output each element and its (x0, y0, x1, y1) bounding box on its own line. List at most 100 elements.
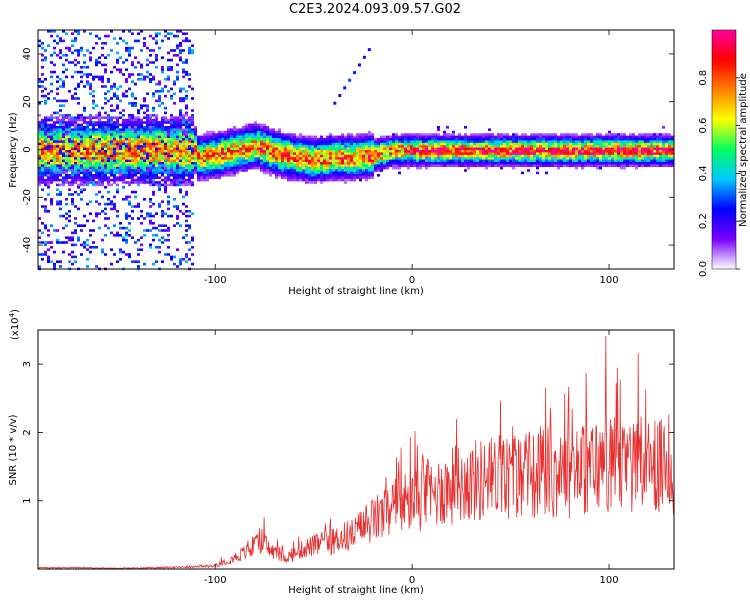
heatmap-cell (179, 164, 182, 167)
heatmap-cell (395, 157, 398, 160)
heatmap-cell (662, 162, 665, 165)
heatmap-cell (176, 116, 179, 119)
heatmap-cell (233, 147, 236, 151)
heatmap-cell (62, 178, 65, 182)
heatmap-cell (158, 171, 161, 175)
heatmap-cell (98, 181, 101, 184)
heatmap-cell (257, 140, 260, 143)
heatmap-cell (374, 169, 377, 172)
heatmap-cell (275, 169, 278, 172)
heatmap-cell (176, 157, 179, 160)
heatmap-cell (641, 150, 644, 153)
heatmap-cell (332, 150, 335, 153)
heatmap-cell (605, 152, 608, 155)
heatmap-cell (83, 181, 86, 184)
heatmap-cell (512, 166, 515, 170)
heatmap-cell (269, 154, 272, 158)
heatmap-cell (380, 164, 383, 167)
heatmap-cell (326, 174, 329, 177)
heatmap-cell (425, 164, 428, 167)
heatmap-cell (254, 166, 257, 170)
heatmap-cell (536, 147, 539, 151)
heatmap-cell (86, 123, 89, 127)
heatmap-cell (188, 128, 191, 131)
heatmap-cell (446, 145, 449, 148)
heatmap-cell (191, 169, 194, 172)
heatmap-cell (62, 171, 65, 175)
heatmap-cell (50, 241, 53, 244)
heatmap-cell (623, 162, 626, 165)
heatmap-cell (119, 68, 122, 71)
heatmap-cell (314, 142, 317, 146)
heatmap-cell (41, 178, 44, 182)
heatmap-cell (245, 128, 248, 131)
heatmap-cell (176, 169, 179, 172)
heatmap-cell (293, 147, 296, 151)
heatmap-cell (290, 145, 293, 148)
heatmap-cell (152, 171, 155, 175)
heatmap-cell (452, 152, 455, 155)
heatmap-cell (71, 145, 74, 148)
heatmap-cell (68, 188, 71, 191)
heatmap-cell (203, 135, 206, 139)
heatmap-cell (494, 150, 497, 153)
heatmap-cell (347, 138, 350, 141)
heatmap-cell (524, 162, 527, 165)
heatmap-cell (44, 78, 47, 81)
heatmap-cell (140, 171, 143, 175)
heatmap-cell (188, 140, 191, 143)
heatmap-cell (611, 164, 614, 167)
heatmap-cell (182, 32, 185, 35)
heatmap-cell (125, 241, 128, 244)
heatmap-cell (251, 150, 254, 153)
heatmap-cell (143, 234, 146, 237)
heatmap-cell (176, 128, 179, 131)
heatmap-cell (143, 178, 146, 182)
heatmap-cell (38, 241, 41, 244)
heatmap-cell (314, 164, 317, 167)
heatmap-cell (77, 145, 80, 148)
heatmap-cell (122, 133, 125, 136)
heatmap-cell (299, 150, 302, 153)
heatmap-cell (470, 138, 473, 141)
heatmap-cell (521, 145, 524, 148)
heatmap-cell (626, 138, 629, 141)
heatmap-cell (398, 154, 401, 158)
heatmap-cell (194, 150, 197, 153)
heatmap-cell (239, 128, 242, 131)
heatmap-cell (488, 133, 491, 136)
heatmap-cell (197, 138, 200, 141)
heatmap-cell (587, 164, 590, 167)
heatmap-cell (464, 142, 467, 146)
heatmap-cell (152, 164, 155, 167)
heatmap-cell (263, 152, 266, 155)
heatmap-cell (74, 118, 77, 122)
heatmap-cell (500, 133, 503, 136)
heatmap-cell (395, 140, 398, 143)
heatmap-cell (596, 138, 599, 141)
heatmap-cell (149, 178, 152, 182)
heatmap-cell (152, 75, 155, 79)
heatmap-cell (185, 104, 188, 107)
heatmap-cell (182, 157, 185, 160)
heatmap-cell (227, 169, 230, 172)
heatmap-cell (56, 42, 59, 45)
heatmap-cell (299, 140, 302, 143)
heatmap-cell (575, 142, 578, 146)
heatmap-cell (92, 152, 95, 155)
heatmap-cell (470, 142, 473, 146)
heatmap-cell (347, 164, 350, 167)
heatmap-cell (176, 123, 179, 127)
heatmap-cell (191, 130, 194, 134)
heatmap-cell (614, 145, 617, 148)
heatmap-cell (659, 150, 662, 153)
heatmap-cell (170, 116, 173, 119)
heatmap-cell (50, 181, 53, 184)
heatmap-cell (578, 145, 581, 148)
heatmap-cell (140, 222, 143, 225)
heatmap-cell (335, 135, 338, 139)
heatmap-cell (620, 147, 623, 151)
heatmap-cell (635, 142, 638, 146)
heatmap-cell (341, 142, 344, 146)
heatmap-cell (191, 174, 194, 177)
